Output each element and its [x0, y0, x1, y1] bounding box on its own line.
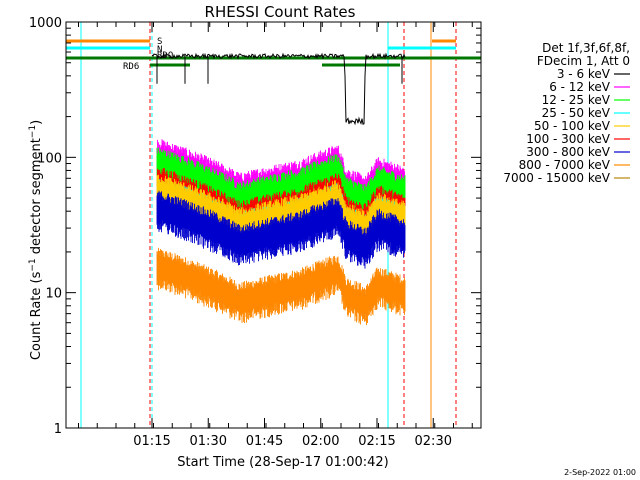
y-tick-label: 10	[45, 287, 62, 302]
y-axis-label-main: Count Rate (s	[29, 271, 44, 360]
marker-label: S	[157, 37, 162, 47]
y-axis-label: Count Rate (s−1 detector segment−1)	[28, 120, 44, 360]
chart-title: RHESSI Count Rates	[205, 3, 356, 21]
y-tick-label: 1	[54, 422, 62, 437]
legend-label: 7000 - 15000 keV	[503, 171, 610, 185]
x-tick-label: 01:45	[246, 434, 283, 449]
y-axis-label-sup2: −1	[28, 125, 38, 138]
legend: Det 1f,3f,6f,8f,FDecim 1, Att 03 - 6 keV…	[503, 41, 630, 185]
series-800_7000keV-line	[156, 247, 406, 325]
legend-label: 12 - 25 keV	[542, 93, 611, 107]
legend-label: 100 - 300 keV	[526, 132, 610, 146]
legend-label: 800 - 7000 keV	[519, 158, 611, 172]
series-3-6keV-line	[151, 52, 406, 126]
legend-header: FDecim 1, Att 0	[537, 54, 630, 68]
x-tick-label: 02:15	[358, 434, 395, 449]
y-axis-label-sup1: −1	[28, 258, 38, 271]
marker-label: N	[157, 45, 162, 55]
y-tick-label: 100	[37, 151, 62, 166]
x-axis-label: Start Time (28-Sep-17 01:00:42)	[177, 455, 388, 470]
legend-label: 300 - 800 keV	[526, 145, 610, 159]
y-axis-label-end: )	[29, 120, 44, 125]
legend-header: Det 1f,3f,6f,8f,	[542, 41, 630, 55]
x-tick-label: 01:30	[190, 434, 227, 449]
legend-label: 25 - 50 keV	[542, 106, 611, 120]
y-axis-label-mid: detector segment	[29, 138, 44, 258]
plot-frame	[65, 21, 482, 429]
legend-label: 50 - 100 keV	[534, 119, 611, 133]
series-300_800keV-line	[156, 190, 406, 269]
x-tick-label: 02:30	[415, 434, 452, 449]
legend-label: 6 - 12 keV	[549, 80, 611, 94]
x-tick-label: 02:00	[302, 434, 339, 449]
axes: 1 10 100 1000 01:15 01:30 01:45 02:00 02:15 02:30	[29, 16, 482, 449]
series-12_25keV-line	[156, 147, 406, 227]
y-tick-label: 1000	[29, 16, 62, 31]
footer-date: 2-Sep-2022 01:00	[564, 468, 636, 477]
legend-label: 3 - 6 keV	[557, 67, 611, 81]
marker-label: RD6	[123, 62, 139, 72]
x-tick-label: 01:15	[133, 434, 170, 449]
